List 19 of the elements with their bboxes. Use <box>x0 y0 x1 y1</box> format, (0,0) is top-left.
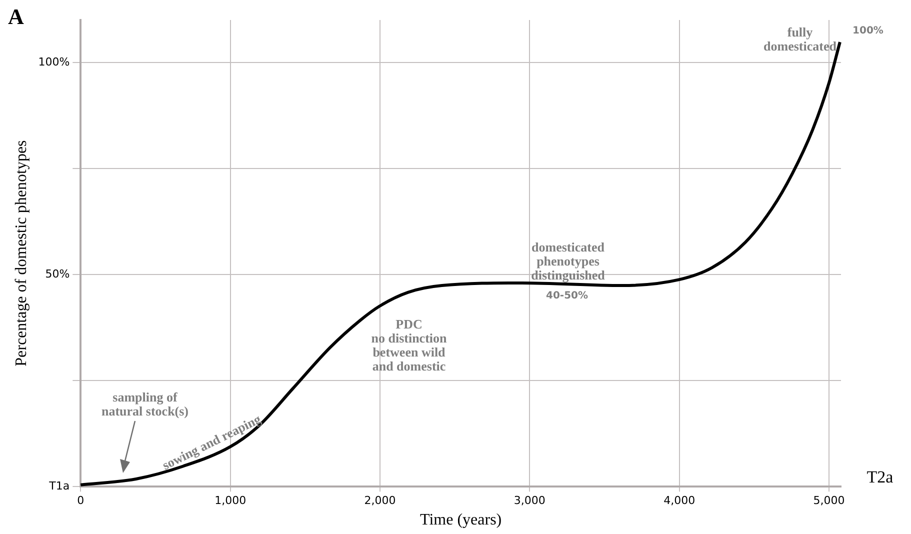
annotation: sampling of natural stock(s) <box>101 389 189 418</box>
annotation: 40-50% <box>546 290 588 302</box>
x-tick-label: 1,000 <box>214 494 246 508</box>
x-tick-label: 0 <box>77 494 84 508</box>
text: T2a <box>866 467 894 486</box>
annotation: PDC no distinction between wild and domestic <box>371 316 448 374</box>
x-tick-label: 5,000 <box>813 494 845 508</box>
y-tick-label: 100% <box>38 55 70 68</box>
y-tick-label: T1a <box>48 479 70 492</box>
y-axis-title: Percentage of domestic phenotypes <box>12 140 30 366</box>
x-tick-label: 3,000 <box>514 494 546 508</box>
text: 100% <box>852 26 884 37</box>
annotation: fully domesticated <box>764 24 838 54</box>
chart-title: A <box>8 4 24 30</box>
x-tick-label: 4,000 <box>664 494 696 508</box>
annotation: domesticated phenotypes distinguished <box>531 239 606 282</box>
y-tick-label: 50% <box>45 267 70 280</box>
x-axis-title: Time (years) <box>420 512 502 529</box>
x-tick-label: 2,000 <box>364 494 396 508</box>
